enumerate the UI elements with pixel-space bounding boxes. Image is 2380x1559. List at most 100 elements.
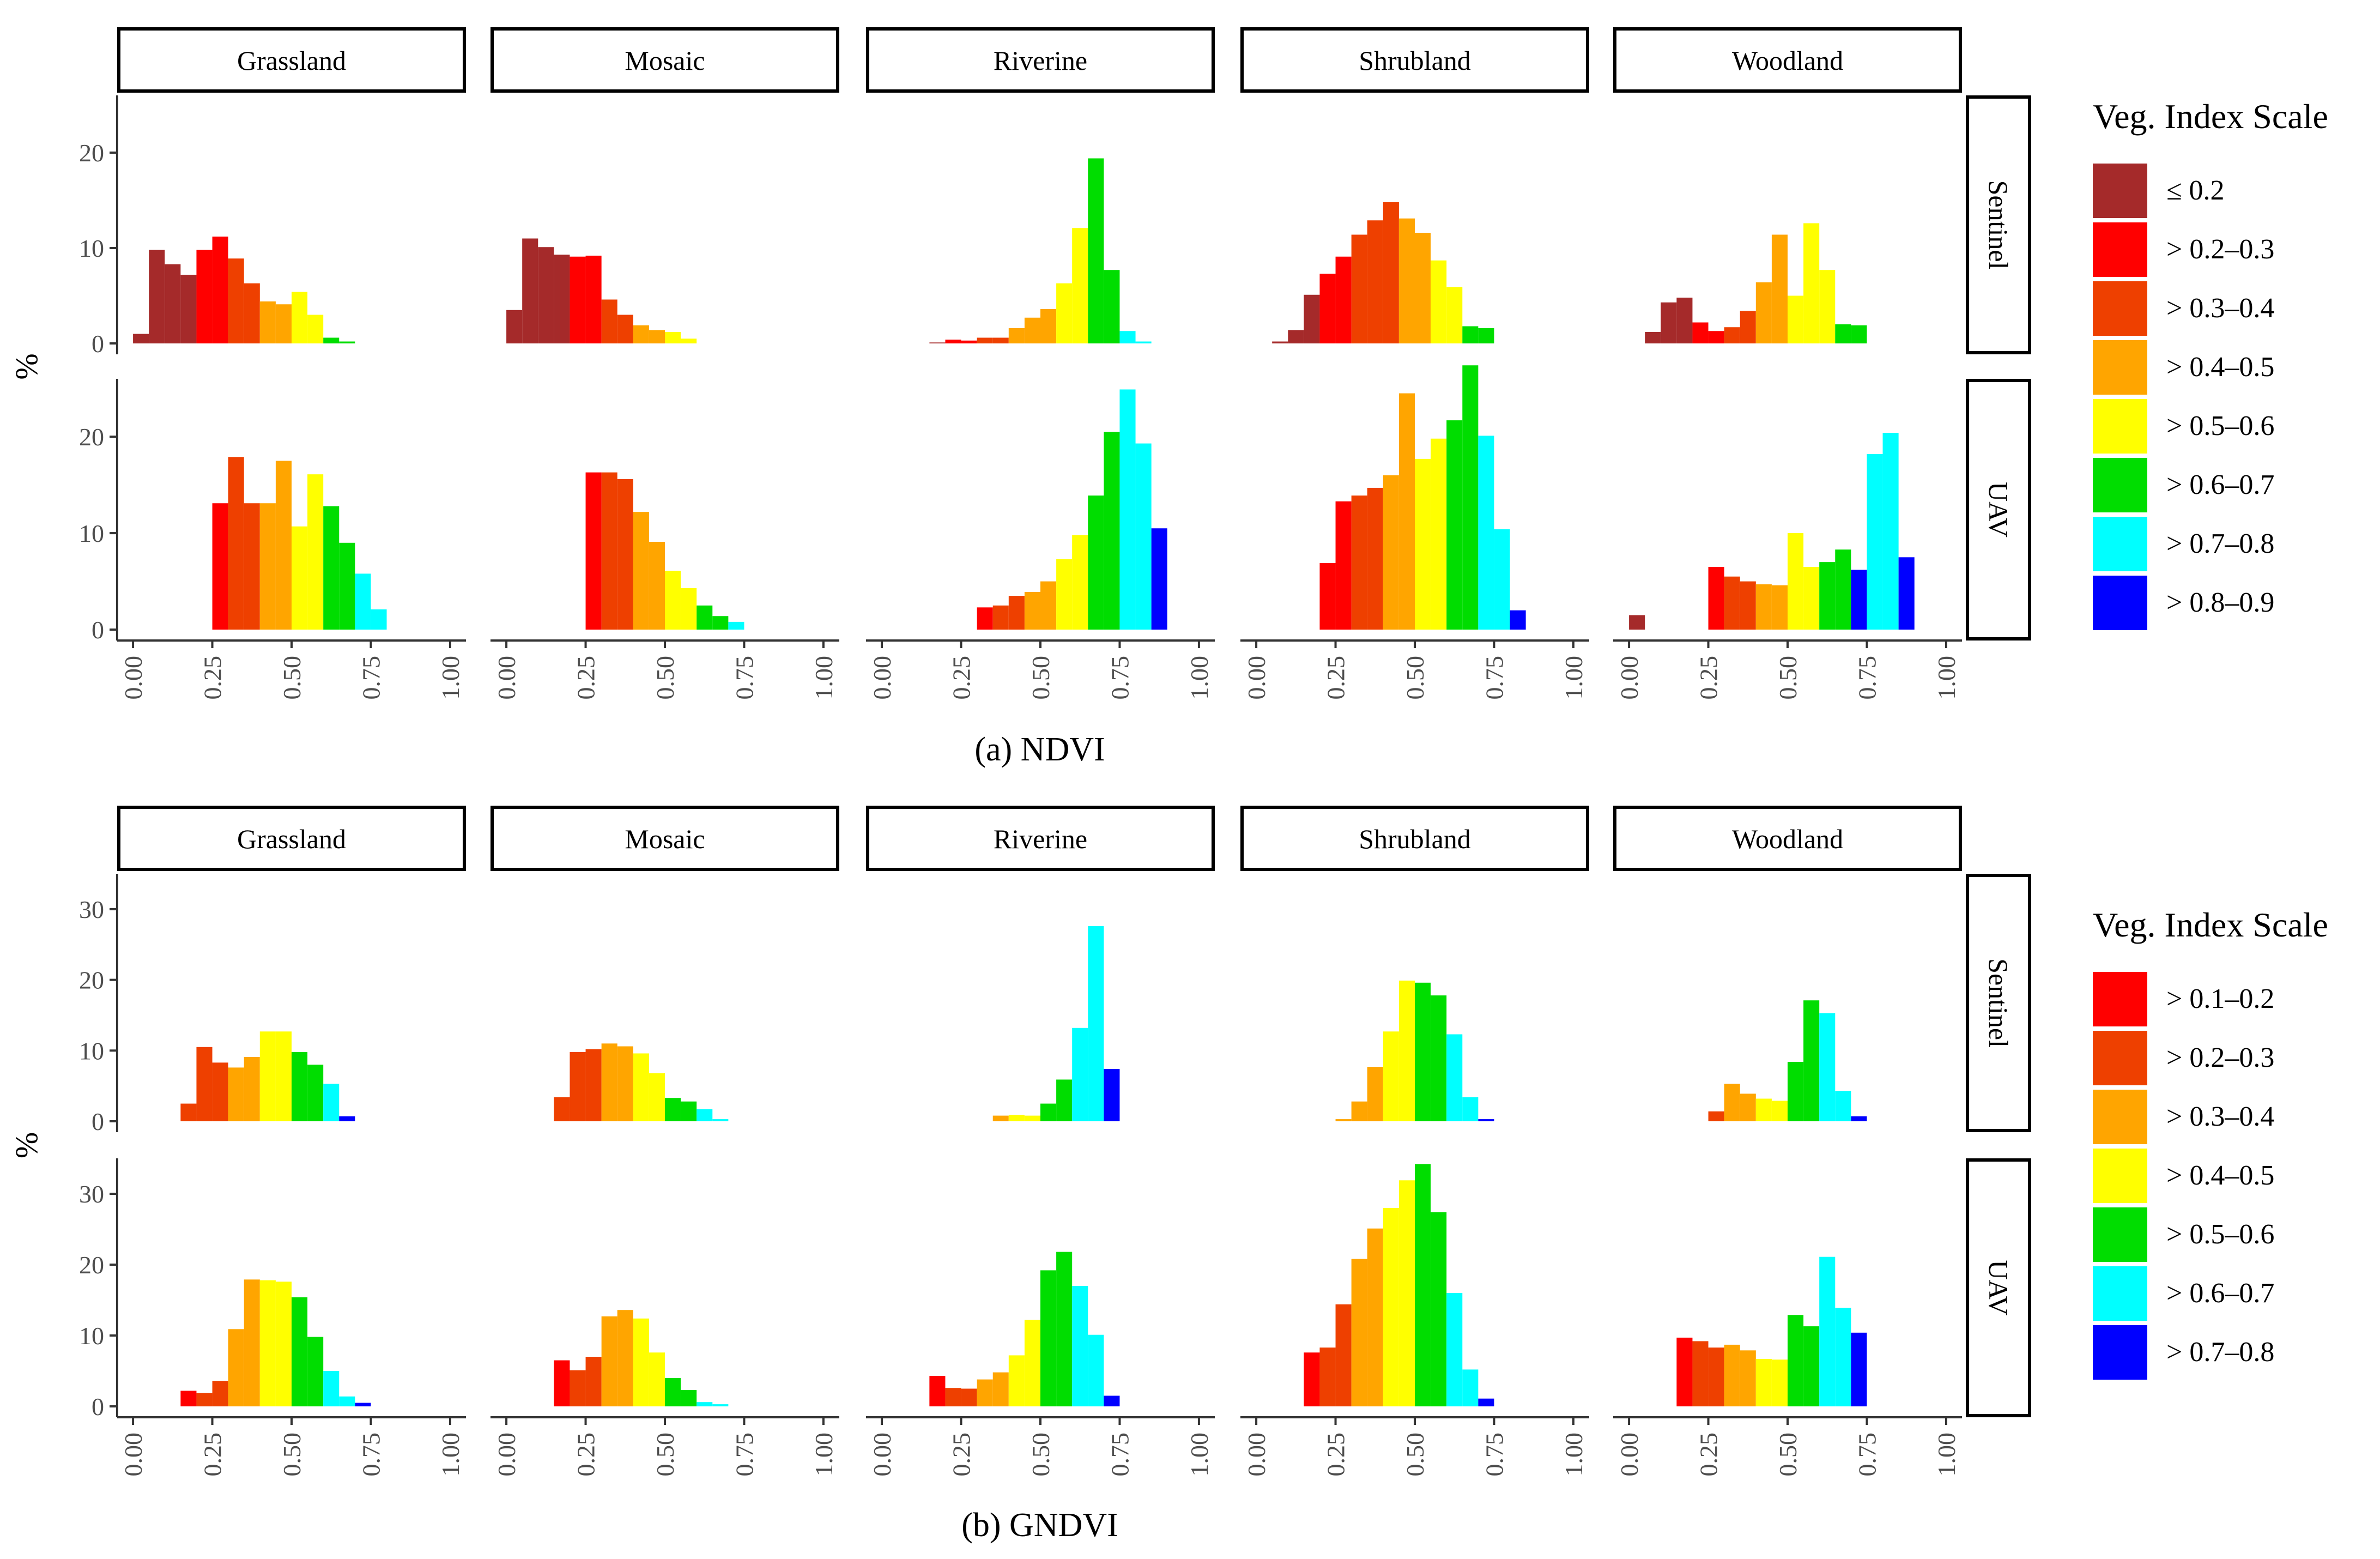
histogram-bar xyxy=(1851,570,1867,630)
histogram-bar xyxy=(292,1297,308,1406)
histogram-bar xyxy=(1335,1304,1352,1406)
histogram-bar xyxy=(292,292,308,343)
x-tick-label: 0.00 xyxy=(1615,1433,1643,1477)
x-tick-label: 0.75 xyxy=(1106,1433,1134,1477)
panel-grassland-sentinel xyxy=(180,1031,355,1121)
y-tick-label: 20 xyxy=(79,1251,104,1279)
histogram-bar xyxy=(1056,1252,1073,1406)
x-tick-label: 1.00 xyxy=(1933,1433,1960,1477)
histogram-bar xyxy=(649,1073,665,1121)
histogram-bar xyxy=(228,258,244,343)
histogram-bar xyxy=(1104,432,1120,630)
histogram-bar xyxy=(275,304,292,343)
histogram-bar xyxy=(1351,234,1367,343)
legend-label: > 0.6–0.7 xyxy=(2166,469,2274,500)
legend-swatch xyxy=(2093,1149,2147,1203)
facet-strip-riverine xyxy=(866,27,1215,93)
histogram-bar xyxy=(1398,1180,1415,1406)
histogram-bar xyxy=(1367,220,1383,343)
x-tick-label: 0.25 xyxy=(948,1433,976,1477)
x-tick-label: 0.50 xyxy=(651,656,679,700)
legend-label: > 0.7–0.8 xyxy=(2166,528,2274,559)
y-tick-label: 0 xyxy=(92,1108,104,1135)
histogram-bar xyxy=(1788,295,1804,343)
histogram-bar xyxy=(1304,294,1320,343)
legend-label: > 0.1–0.2 xyxy=(2166,983,2274,1014)
histogram-bar xyxy=(992,1372,1009,1406)
histogram-bar xyxy=(977,337,993,343)
histogram-bar xyxy=(196,1393,213,1406)
histogram-bar xyxy=(1478,1398,1494,1406)
x-tick-label: 0.25 xyxy=(1695,656,1723,700)
histogram-bar xyxy=(633,1318,649,1406)
histogram-bar xyxy=(275,461,292,630)
histogram-bar xyxy=(1898,557,1915,630)
histogram-bar xyxy=(355,573,371,630)
histogram-bar xyxy=(633,512,649,630)
histogram-bar xyxy=(1708,1347,1724,1406)
panel-shrubland-sentinel xyxy=(1335,980,1494,1121)
x-tick-label: 0.50 xyxy=(1401,656,1429,700)
histogram-bar xyxy=(1151,528,1167,630)
x-tick-label: 0.75 xyxy=(1853,656,1881,700)
histogram-bar xyxy=(1072,1028,1088,1121)
histogram-bar xyxy=(212,1381,228,1406)
histogram-bar xyxy=(1072,535,1088,630)
x-tick-label: 0.50 xyxy=(1774,1433,1802,1477)
histogram-bar xyxy=(307,1337,324,1406)
histogram-bar xyxy=(1367,1067,1383,1121)
histogram-bar xyxy=(1755,1098,1772,1121)
facet-strip-uav xyxy=(1966,379,2031,640)
histogram-bar xyxy=(1645,332,1661,343)
x-tick-label: 0.50 xyxy=(651,1433,679,1477)
y-tick-label: 10 xyxy=(79,234,104,262)
x-tick-label: 1.00 xyxy=(1933,656,1960,700)
histogram-bar xyxy=(961,340,977,343)
histogram-bar xyxy=(1119,389,1136,630)
histogram-bar xyxy=(1335,1119,1352,1121)
panel-riverine-uav xyxy=(929,1252,1120,1406)
histogram-bar xyxy=(1819,562,1836,630)
y-axis-label: % xyxy=(9,1132,44,1158)
legend-swatch xyxy=(2093,222,2147,277)
histogram-bar xyxy=(1431,995,1447,1121)
x-tick-label: 0.75 xyxy=(1106,656,1134,700)
facet-row-label: Sentinel xyxy=(1983,180,2014,270)
facet-strip-label: Mosaic xyxy=(625,45,705,76)
y-tick-label: 10 xyxy=(79,519,104,547)
histogram-bar xyxy=(244,1056,260,1121)
facet-strip-woodland xyxy=(1613,27,1962,93)
histogram-bar xyxy=(1740,581,1756,630)
histogram-bar xyxy=(1319,1347,1336,1406)
y-tick-label: 20 xyxy=(79,966,104,994)
x-tick-label: 0.50 xyxy=(1774,656,1802,700)
panel-mosaic-sentinel xyxy=(506,238,697,343)
x-tick-label: 1.00 xyxy=(1560,656,1588,700)
histogram-bar xyxy=(1819,270,1836,343)
y-tick-label: 0 xyxy=(92,1393,104,1421)
chart-caption: (a) NDVI xyxy=(974,731,1105,768)
x-tick-label: 0.00 xyxy=(1243,1433,1270,1477)
facet-row-label: UAV xyxy=(1983,482,2014,537)
x-tick-label: 0.25 xyxy=(1322,1433,1350,1477)
histogram-bar xyxy=(1040,581,1057,630)
x-tick-label: 0.00 xyxy=(493,1433,520,1477)
histogram-bar xyxy=(554,255,570,343)
histogram-bar xyxy=(1056,1079,1073,1121)
histogram-bar xyxy=(681,1390,697,1406)
panel-grassland-uav xyxy=(212,457,387,630)
histogram-bar xyxy=(275,1031,292,1121)
histogram-bar xyxy=(1383,475,1399,630)
histogram-bar xyxy=(180,1391,197,1406)
histogram-bar xyxy=(228,1067,244,1121)
legend-swatch xyxy=(2093,281,2147,336)
x-tick-label: 1.00 xyxy=(810,656,838,700)
panel-riverine-sentinel xyxy=(992,926,1120,1121)
histogram-bar xyxy=(633,325,649,343)
facet-strip-riverine xyxy=(866,806,1215,871)
x-tick-label: 1.00 xyxy=(1185,1433,1213,1477)
histogram-bar xyxy=(1446,420,1463,630)
histogram-bar xyxy=(1008,1355,1025,1406)
histogram-bar xyxy=(1803,223,1820,343)
histogram-bar xyxy=(1040,1103,1057,1121)
